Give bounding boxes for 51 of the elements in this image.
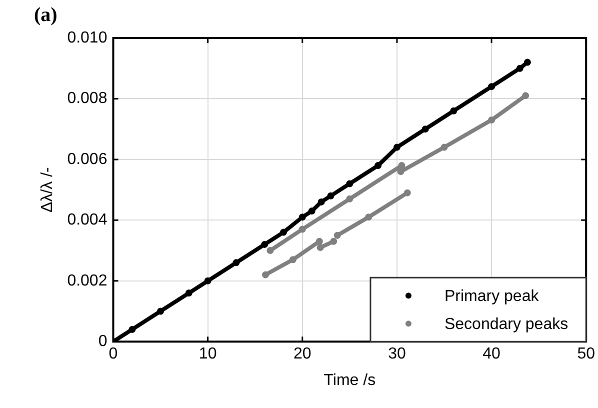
x-tick-label: 10 [198, 346, 217, 363]
y-axis-title: Δλ/λ /- [39, 167, 56, 212]
point [330, 238, 338, 245]
point [327, 192, 334, 200]
point [261, 240, 268, 248]
point [524, 58, 531, 66]
point [450, 107, 458, 114]
point [522, 92, 530, 100]
point [488, 116, 496, 124]
point [298, 226, 306, 233]
x-tick-label: 50 [577, 346, 596, 363]
point [404, 189, 411, 196]
point [397, 168, 404, 176]
point [365, 214, 372, 221]
point [232, 259, 240, 266]
x-tick-label: 30 [388, 346, 406, 363]
point [185, 290, 192, 297]
x-tick-label: 20 [293, 346, 312, 363]
chart-title: (a) [34, 4, 58, 26]
point [204, 277, 212, 284]
point [398, 162, 406, 170]
point [488, 83, 496, 90]
point [128, 326, 136, 333]
legend-label: Secondary peaks [444, 316, 568, 334]
point [308, 208, 316, 215]
point [440, 144, 448, 151]
point [316, 238, 323, 245]
point [298, 214, 306, 221]
point [157, 308, 164, 315]
y-tick-label: 0.008 [67, 90, 108, 108]
point [289, 256, 296, 264]
y-tick-label: 0.006 [67, 150, 108, 168]
y-tick-label: 0.004 [67, 212, 108, 229]
point [374, 162, 382, 170]
point [516, 64, 524, 72]
y-tick-label: 0 [98, 333, 108, 350]
point [316, 244, 324, 251]
point [334, 232, 341, 239]
x-tick-label: 40 [482, 346, 501, 363]
point [346, 195, 354, 202]
x-axis-title: Time /s [324, 372, 376, 389]
point [393, 144, 400, 151]
y-tick-label: 0.002 [67, 272, 108, 290]
legend-label: Primary peak [444, 288, 540, 306]
point [262, 271, 269, 278]
point [318, 198, 325, 206]
y-tick-label: 0.010 [67, 29, 108, 46]
point [422, 126, 429, 133]
point [280, 228, 287, 236]
point [346, 180, 354, 188]
point [266, 247, 274, 254]
